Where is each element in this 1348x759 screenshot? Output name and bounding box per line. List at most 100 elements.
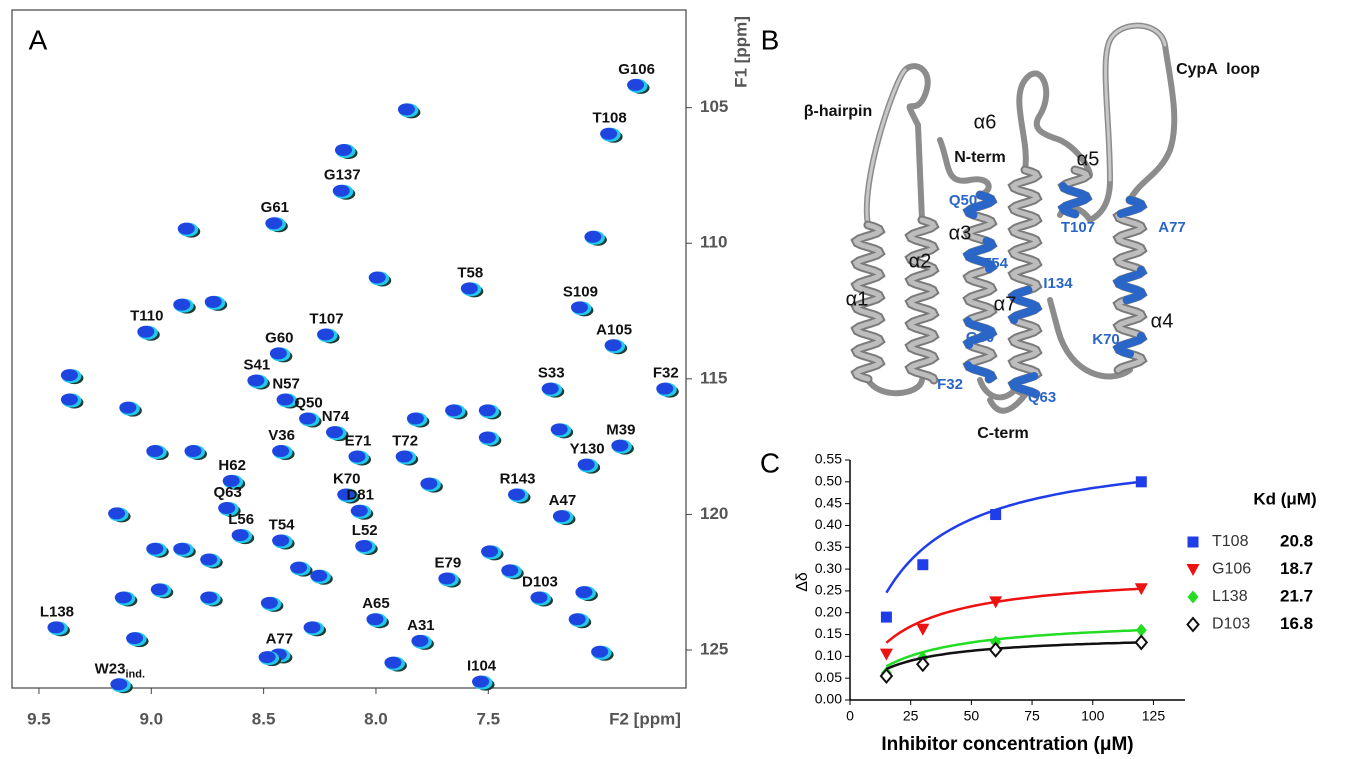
peak (231, 529, 249, 542)
y-tick-label: 0.00 (815, 691, 842, 707)
data-point (880, 611, 892, 623)
panel-label: B (761, 24, 780, 55)
peak (114, 591, 132, 604)
peak (411, 634, 429, 647)
y-tick-label: 0.50 (815, 473, 842, 489)
peak (200, 553, 218, 566)
peak (247, 374, 265, 387)
peak-label: S33 (538, 365, 565, 382)
data-point (879, 667, 894, 685)
peak (355, 539, 373, 552)
peak (310, 569, 328, 582)
fit-curve (885, 480, 1142, 594)
x-tick-label: 75 (1024, 708, 1040, 724)
peak-label: G60 (265, 329, 293, 346)
legend-marker (1187, 590, 1199, 604)
peak (173, 298, 191, 311)
peak-label: V36 (268, 427, 295, 444)
x-axis-label: F2 [ppm] (609, 709, 681, 728)
peak (337, 488, 355, 501)
peak (272, 445, 290, 458)
peak (541, 382, 559, 395)
peak (656, 382, 674, 395)
peak (508, 488, 525, 501)
peak-label: I104 (467, 658, 497, 675)
peak (265, 217, 283, 230)
peak (335, 144, 353, 157)
structure-label: α7 (994, 293, 1017, 315)
y-tick-label: 0.30 (815, 560, 842, 576)
structure-label: F32 (937, 376, 963, 393)
loop (1016, 70, 1093, 178)
peak-label: N74 (322, 408, 350, 425)
peak (317, 328, 335, 341)
structure-label: G60 (966, 329, 994, 346)
legend-label: T108 (1212, 533, 1249, 550)
peak (150, 583, 168, 596)
peak (110, 678, 128, 691)
peak-label-sub: ind. (125, 668, 145, 680)
helix (906, 217, 938, 383)
spectrum-frame (11, 9, 687, 689)
peak-label: M39 (606, 422, 635, 439)
peak-label: T72 (392, 432, 418, 449)
peak-label: T108 (593, 110, 627, 127)
data-point (1135, 623, 1147, 637)
structure-label: α4 (1151, 310, 1174, 332)
loop (865, 377, 925, 397)
y-tick-label: 0.40 (815, 516, 842, 532)
peak-label: A65 (362, 595, 390, 612)
peak (384, 656, 402, 669)
y-tick-label: 110 (700, 233, 727, 252)
peak-label: S41 (244, 357, 271, 374)
peak-label: T110 (130, 308, 163, 325)
peak (258, 651, 276, 664)
peak (552, 510, 570, 523)
y-axis-label: Δδ (794, 572, 811, 592)
x-tick-label: 50 (964, 708, 980, 724)
peak-label: K70 (333, 470, 361, 487)
x-tick-label: 8.0 (364, 709, 388, 728)
panel-label: C (760, 447, 780, 478)
peak (627, 78, 645, 91)
peak-label: D103 (522, 573, 558, 590)
legend-kd: 18.7 (1280, 559, 1313, 578)
peak-label: L56 (228, 511, 254, 528)
structure-label: N-term (954, 149, 1006, 166)
x-tick-label: 8.5 (252, 709, 276, 728)
data-point (988, 641, 1003, 658)
helix-highlight (1112, 332, 1148, 358)
structure-label: C-term (977, 425, 1029, 442)
peak (303, 621, 321, 634)
peak (137, 325, 155, 338)
legend-kd: 16.8 (1280, 614, 1313, 633)
peak-label: G106 (618, 61, 655, 78)
peak (146, 542, 164, 555)
legend-marker (1186, 564, 1200, 576)
peak-label: G137 (324, 167, 361, 184)
x-tick-label: 100 (1081, 708, 1105, 724)
peak-label: T107 (309, 310, 343, 327)
peak (420, 477, 438, 490)
fit-curve (885, 587, 1142, 644)
peak-label: E79 (435, 554, 462, 571)
legend-kd: 21.7 (1280, 586, 1313, 605)
peak (591, 645, 609, 658)
peak-label: F32 (653, 365, 679, 382)
peak (269, 347, 287, 360)
helix (852, 222, 884, 382)
x-tick-label: 0 (846, 708, 854, 724)
peak-label: Q63 (214, 484, 242, 501)
peak (60, 369, 78, 382)
data-point (879, 648, 893, 661)
peak (290, 561, 308, 574)
peak-label: L52 (352, 522, 378, 539)
peak (218, 502, 236, 515)
peak (272, 534, 290, 547)
data-point (1134, 634, 1149, 651)
peak-label-main: W23 (95, 660, 126, 677)
peak (260, 596, 278, 609)
peak (146, 445, 164, 458)
peak (406, 412, 424, 425)
